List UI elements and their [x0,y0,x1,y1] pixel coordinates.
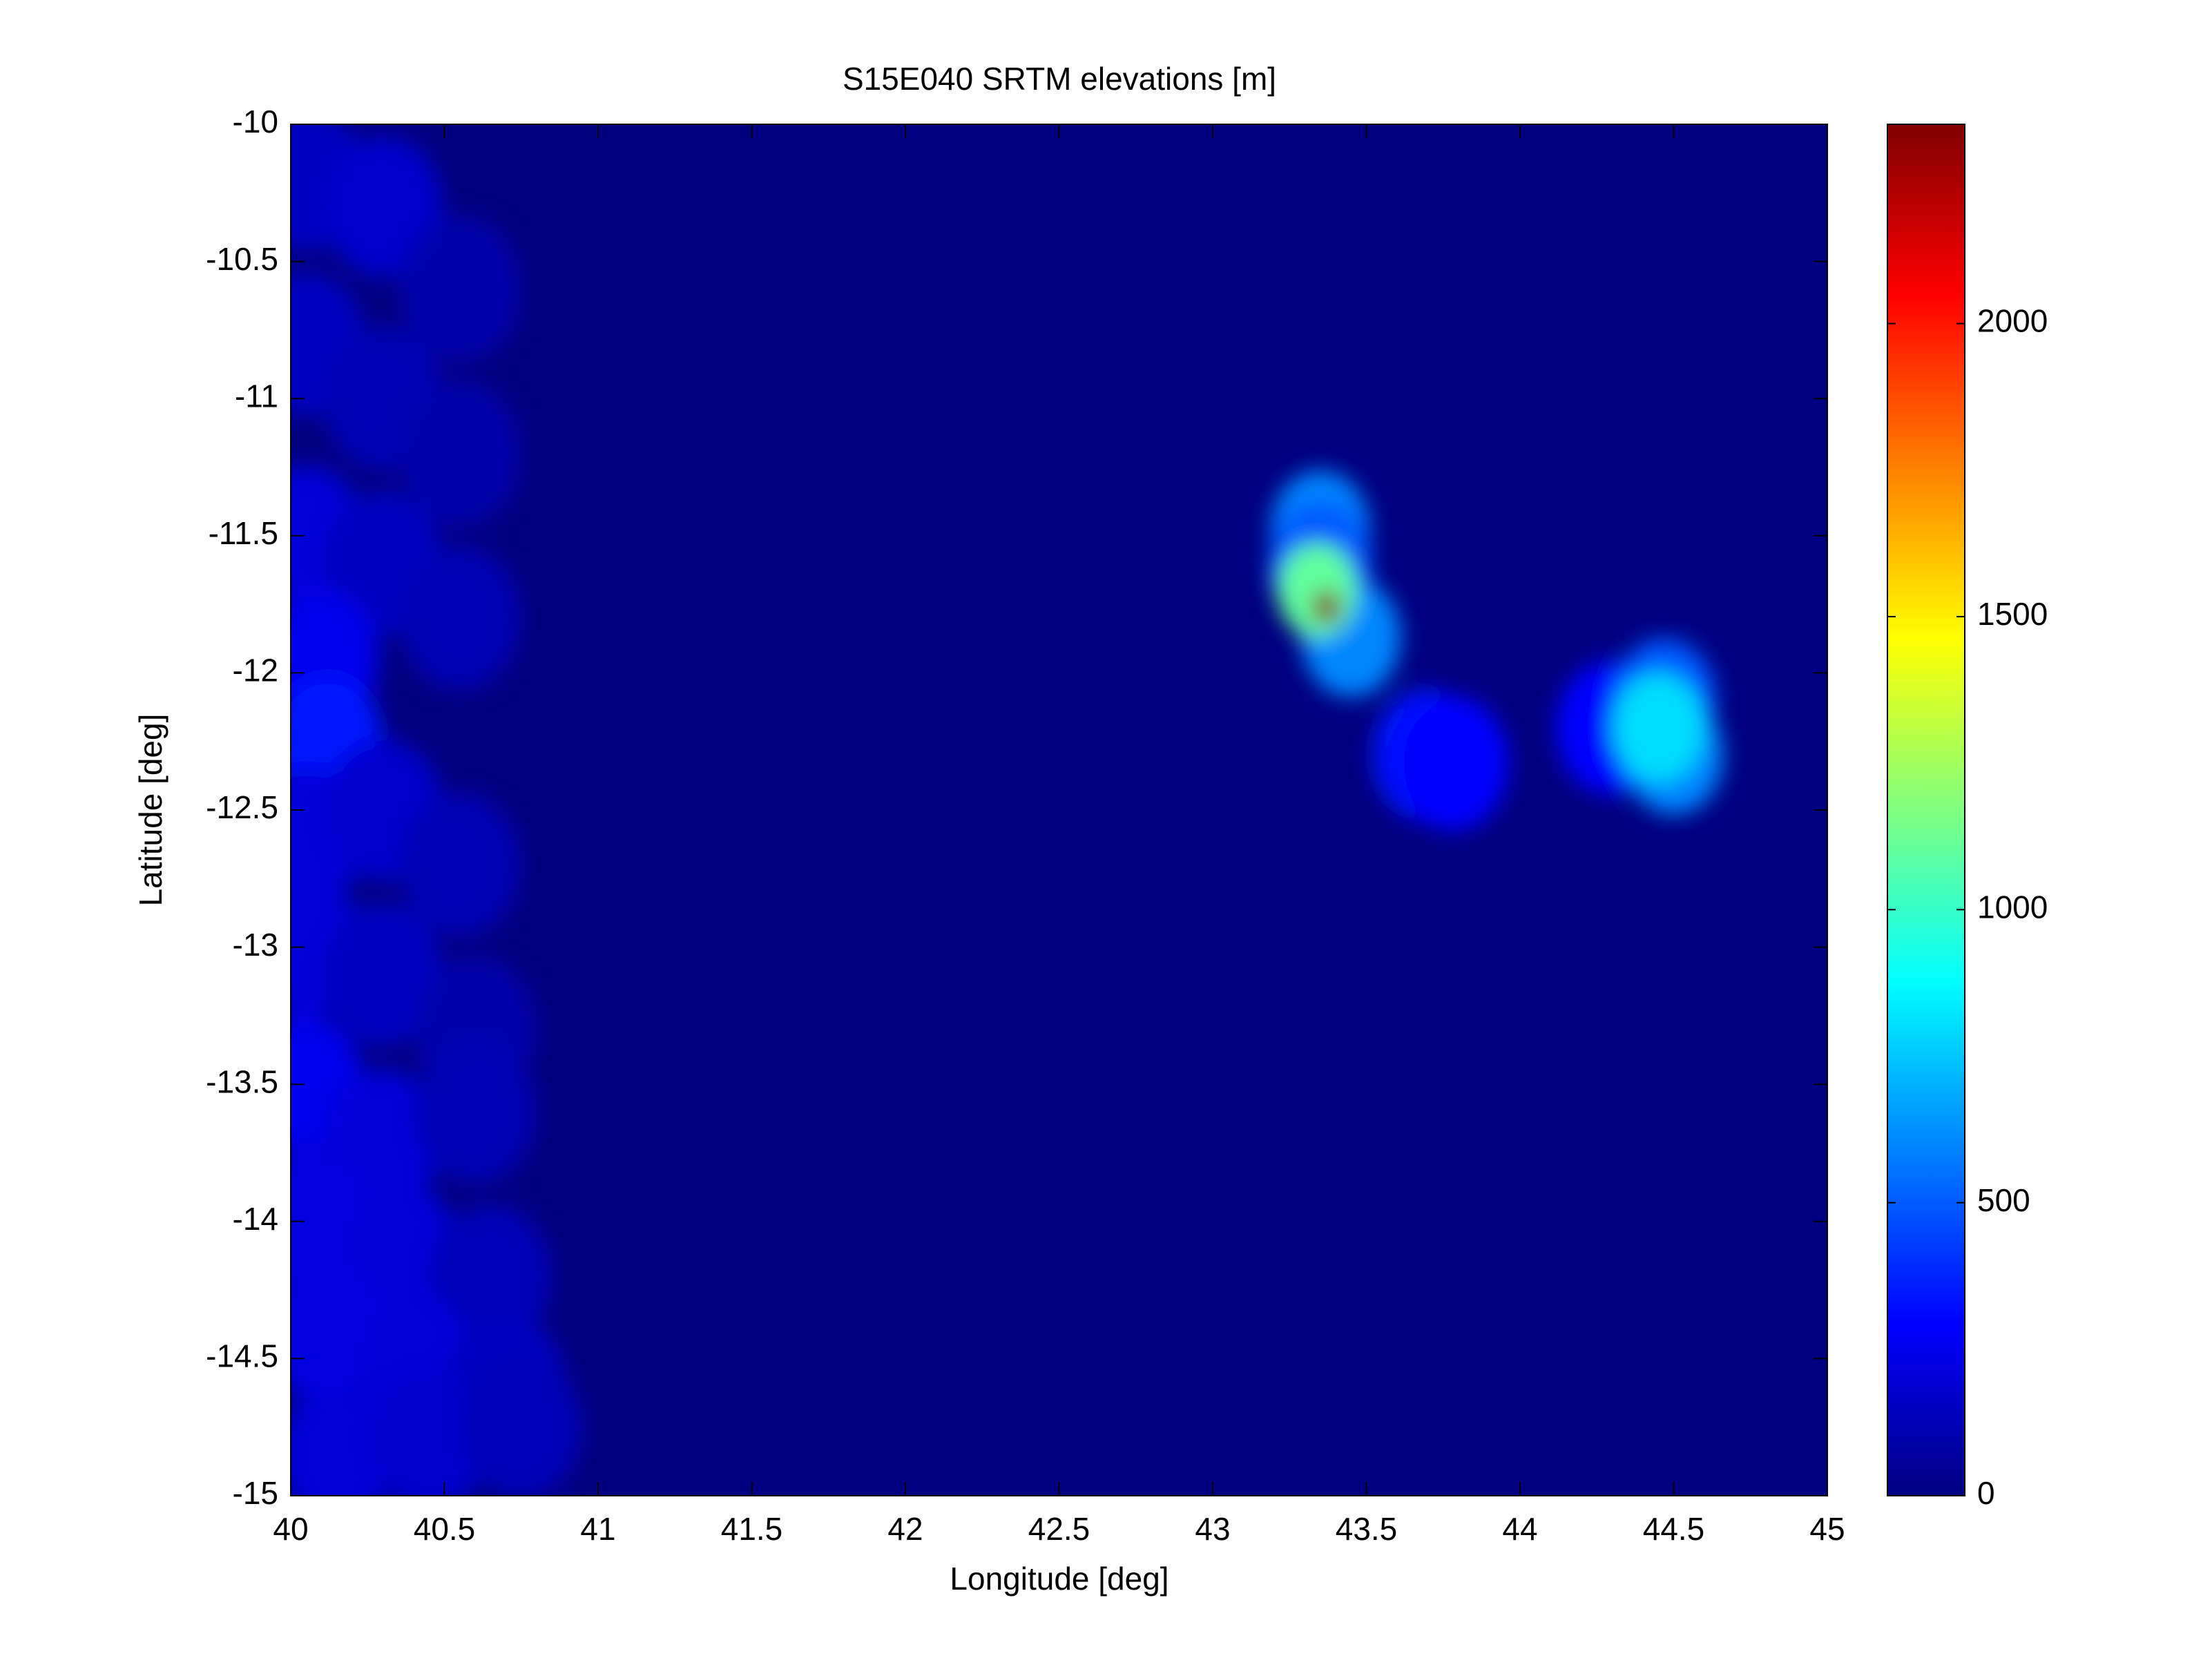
colorbar-tick-label: 2000 [1977,303,2048,339]
elevation-sample [1312,590,1340,624]
elevation-sample [324,903,442,1045]
y-tick-label: -15 [233,1475,278,1511]
elevation-field [291,124,1724,1496]
elevation-sample [1278,543,1357,638]
elevation-sample [415,1040,535,1184]
y-tick-label: -10 [233,104,278,139]
y-tick-label: -12 [233,653,278,688]
x-tick-label: 43 [1195,1511,1230,1547]
y-axis-label: Latitude [deg] [133,714,169,907]
y-tick-label: -14.5 [206,1338,278,1374]
x-tick-label: 41 [580,1511,615,1547]
colorbar [1887,124,1965,1496]
x-tick-label: 41.5 [721,1511,783,1547]
elevation-sample [291,1385,395,1496]
elevation-sample [400,546,520,690]
x-tick-label: 44 [1502,1511,1537,1547]
elevation-sample [325,1069,441,1209]
colorbar-tick-label: 0 [1977,1475,1995,1511]
elevation-sample [400,793,520,937]
colorbar-tick-label: 1500 [1977,596,2048,632]
y-tick-label: -12.5 [206,789,278,825]
y-tick-label: -11 [235,378,278,414]
x-tick-label: 40.5 [414,1511,476,1547]
x-tick-label: 45 [1809,1511,1845,1547]
y-tick-label: -11.5 [209,515,278,551]
elevation-sample [370,1371,488,1496]
chart-title: S15E040 SRTM elevations [m] [843,61,1276,97]
x-tick-label: 43.5 [1336,1511,1398,1547]
elevation-sample [431,1204,550,1348]
elevation-sample [399,216,520,361]
y-tick-label: -13 [233,927,278,963]
colorbar-tick-label: 1000 [1977,889,2048,925]
x-tick-label: 42.5 [1028,1511,1090,1547]
elevation-sample [340,1179,456,1319]
elevation-sample [1396,696,1509,831]
x-tick-label: 44.5 [1643,1511,1705,1547]
x-tick-label: 42 [887,1511,923,1547]
elevation-sample [461,1356,581,1496]
x-tick-label: 40 [273,1511,308,1547]
y-tick-label: -14 [233,1201,278,1237]
y-tick-label: -13.5 [206,1063,278,1099]
elevation-sample [399,381,520,526]
elevation-sample [324,136,442,277]
y-tick-label: -10.5 [206,241,278,277]
elevation-sample [1613,673,1704,783]
x-axis-label: Longitude [deg] [950,1561,1168,1597]
elevation-blobs [291,124,1724,1496]
colorbar-tick-label: 500 [1977,1182,2030,1218]
